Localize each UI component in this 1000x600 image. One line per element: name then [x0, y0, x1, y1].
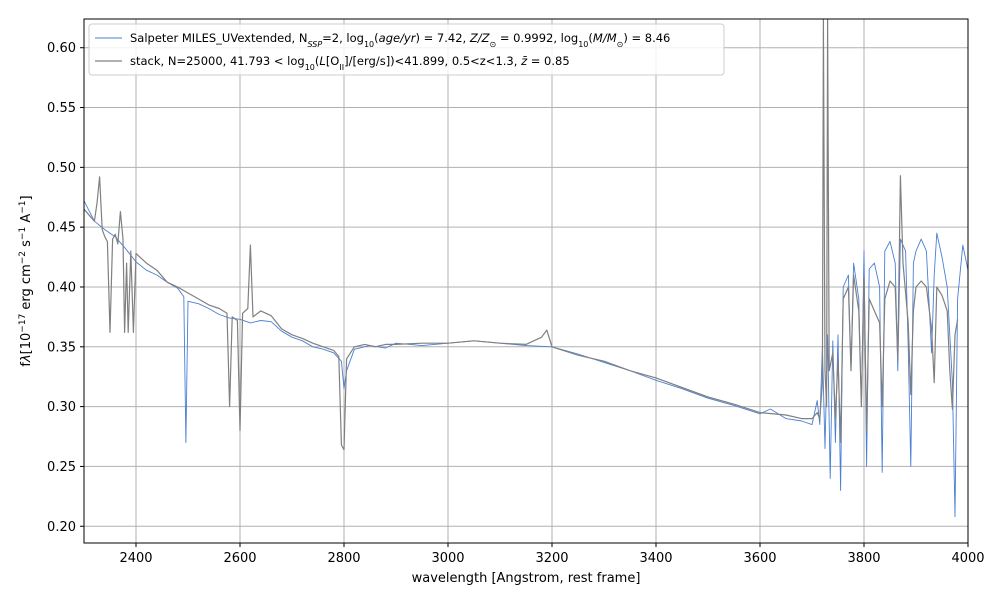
y-tick-label: 0.40: [47, 280, 76, 295]
legend-label-2: stack, N=25000, 41.793 < log10(L[OII]/[e…: [130, 54, 570, 72]
legend-label-1: Salpeter MILES_UVextended, NSSP=2, log10…: [130, 31, 670, 49]
legend-box: [88, 23, 725, 76]
x-tick-label: 2600: [223, 551, 256, 566]
x-tick-label: 3200: [535, 551, 568, 566]
y-tick-label: 0.45: [47, 221, 76, 236]
plot-area-frame: [83, 18, 969, 544]
x-tick-label: 3800: [847, 551, 880, 566]
y-axis-label: fλ[10−17 erg cm−2 s−1 A−1]: [18, 195, 34, 366]
x-tick-label: 4000: [951, 551, 984, 566]
x-axis-label: wavelength [Angstrom, rest frame]: [412, 571, 641, 586]
axis-ticks: 2400 2600 2800 3000 3200 3400 3600 3800 4000 0.20…: [47, 41, 985, 566]
series-line-1: [84, 200, 968, 518]
y-tick-label: 0.35: [47, 340, 76, 355]
y-tick-label: 0.25: [47, 460, 76, 475]
x-tick-label: 2400: [119, 551, 152, 566]
x-tick-label: 3400: [639, 551, 672, 566]
series-line-2: [84, 19, 959, 451]
series-lines: [84, 19, 968, 518]
y-tick-label: 0.30: [47, 400, 76, 415]
y-tick-label: 0.50: [47, 161, 76, 176]
x-tick-label: 3600: [743, 551, 776, 566]
x-tick-label: 3000: [431, 551, 464, 566]
legend: Salpeter MILES_UVextended, NSSP=2, log10…: [88, 23, 725, 76]
x-tick-label: 2800: [327, 551, 360, 566]
y-tick-label: 0.20: [47, 520, 76, 535]
y-tick-label: 0.60: [47, 41, 76, 56]
y-tick-label: 0.55: [47, 101, 76, 116]
